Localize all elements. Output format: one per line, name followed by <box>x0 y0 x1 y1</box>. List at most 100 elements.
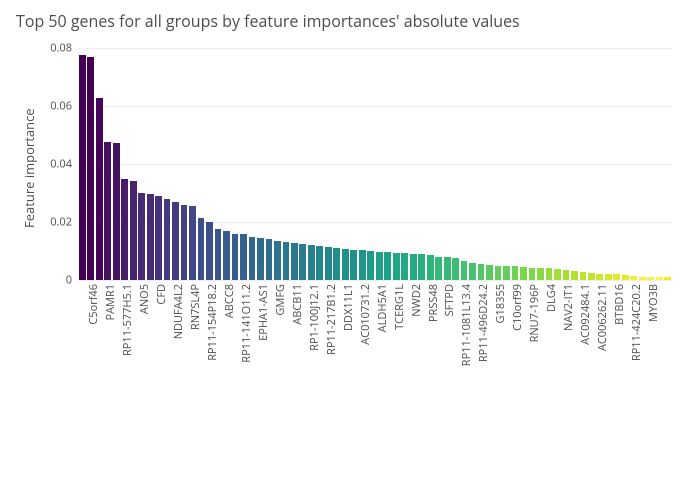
bar[interactable] <box>206 222 213 280</box>
gridline <box>78 280 672 281</box>
bar[interactable] <box>656 277 663 280</box>
bar[interactable] <box>554 269 561 280</box>
bar[interactable] <box>198 218 205 280</box>
bar[interactable] <box>172 202 179 280</box>
bar[interactable] <box>189 206 196 280</box>
x-tick-label: TCERG1L <box>392 284 407 330</box>
bar[interactable] <box>376 252 383 280</box>
x-tick-label: PRSS48 <box>426 284 441 322</box>
bar[interactable] <box>113 143 120 280</box>
bar[interactable] <box>240 234 247 280</box>
bar[interactable] <box>418 254 425 280</box>
bar[interactable] <box>393 253 400 280</box>
bar[interactable] <box>444 257 451 280</box>
chart-title: Top 50 genes for all groups by feature i… <box>16 10 520 32</box>
bar[interactable] <box>316 246 323 280</box>
x-tick-label: ALDH5A1 <box>375 284 390 332</box>
x-tick-label: PAMR1 <box>103 284 118 321</box>
bar[interactable] <box>461 261 468 280</box>
y-tick-label: 0.08 <box>50 41 78 56</box>
bar[interactable] <box>359 250 366 280</box>
bar[interactable] <box>630 276 637 280</box>
bar[interactable] <box>333 248 340 280</box>
bar[interactable] <box>435 257 442 280</box>
y-tick-label: 0.02 <box>50 215 78 230</box>
x-tick-label: RNU7-196P <box>527 284 542 342</box>
bar[interactable] <box>613 274 620 280</box>
x-tick-label: RP11-154P18.2 <box>205 284 220 361</box>
bar[interactable] <box>104 142 111 280</box>
bar[interactable] <box>478 264 485 280</box>
bar[interactable] <box>486 265 493 280</box>
bar[interactable] <box>147 194 154 280</box>
bar[interactable] <box>249 237 256 281</box>
bar[interactable] <box>79 55 86 280</box>
bar[interactable] <box>96 98 103 280</box>
bar[interactable] <box>401 253 408 280</box>
bar[interactable] <box>664 277 671 280</box>
bar[interactable] <box>512 266 519 280</box>
x-tick-label: RP11-424C20.2 <box>629 284 644 361</box>
x-tick-label: AC006262.11 <box>595 284 610 351</box>
y-axis-label: Feature importance <box>20 109 38 229</box>
bar[interactable] <box>308 245 315 280</box>
bar[interactable] <box>503 266 510 281</box>
bar[interactable] <box>520 267 527 280</box>
x-tick-label: RP1-100J12.1 <box>307 284 322 351</box>
bar[interactable] <box>155 196 162 280</box>
x-tick-label: DLG4 <box>544 284 559 312</box>
x-tick-label: NAV2-IT1 <box>561 284 576 331</box>
bar[interactable] <box>223 231 230 280</box>
bars-group <box>78 48 672 280</box>
x-tick-label: C10orf99 <box>510 284 525 331</box>
bar[interactable] <box>87 57 94 280</box>
bar[interactable] <box>266 239 273 280</box>
bar[interactable] <box>580 272 587 280</box>
bar[interactable] <box>274 241 281 280</box>
x-tick-label: CFD <box>154 284 169 305</box>
bar[interactable] <box>596 274 603 280</box>
bar[interactable] <box>384 252 391 280</box>
x-tick-label: RP11-577H5.1 <box>120 284 135 356</box>
bar[interactable] <box>427 255 434 280</box>
bar[interactable] <box>495 266 502 281</box>
bar[interactable] <box>410 254 417 280</box>
bar[interactable] <box>639 277 646 280</box>
x-tick-label: RP11-496D24.2 <box>476 284 491 362</box>
bar[interactable] <box>571 271 578 280</box>
bar[interactable] <box>121 179 128 281</box>
bar[interactable] <box>537 268 544 280</box>
bar[interactable] <box>647 277 654 280</box>
bar[interactable] <box>469 263 476 280</box>
bar[interactable] <box>563 270 570 280</box>
x-tick-label: DDX11L1 <box>341 284 356 331</box>
bar[interactable] <box>622 275 629 280</box>
bar[interactable] <box>546 268 553 280</box>
x-tick-label: C5orf46 <box>86 284 101 325</box>
bar[interactable] <box>367 251 374 280</box>
bar[interactable] <box>257 238 264 280</box>
x-tick-label: BTBD16 <box>612 284 627 325</box>
bar[interactable] <box>588 273 595 280</box>
x-tick-label: AC010731.2 <box>358 284 373 345</box>
bar[interactable] <box>350 250 357 280</box>
bar[interactable] <box>283 242 290 280</box>
bar[interactable] <box>605 274 612 280</box>
bar[interactable] <box>452 258 459 280</box>
bar[interactable] <box>291 243 298 280</box>
bar[interactable] <box>138 193 145 280</box>
x-tick-label: RP11-217B1.2 <box>324 284 339 355</box>
bar[interactable] <box>181 205 188 280</box>
x-tick-label: RP11-1081L13.4 <box>459 284 474 366</box>
bar[interactable] <box>164 199 171 280</box>
x-tick-label: SFTPD <box>442 284 457 316</box>
x-tick-label: NWD2 <box>409 284 424 317</box>
bar[interactable] <box>529 268 536 280</box>
bar[interactable] <box>325 247 332 280</box>
bar[interactable] <box>232 234 239 280</box>
x-tick-label: RP11-141O11.2 <box>239 284 254 363</box>
bar[interactable] <box>130 181 137 280</box>
bar[interactable] <box>215 229 222 280</box>
bar[interactable] <box>342 249 349 280</box>
bar[interactable] <box>299 244 306 280</box>
